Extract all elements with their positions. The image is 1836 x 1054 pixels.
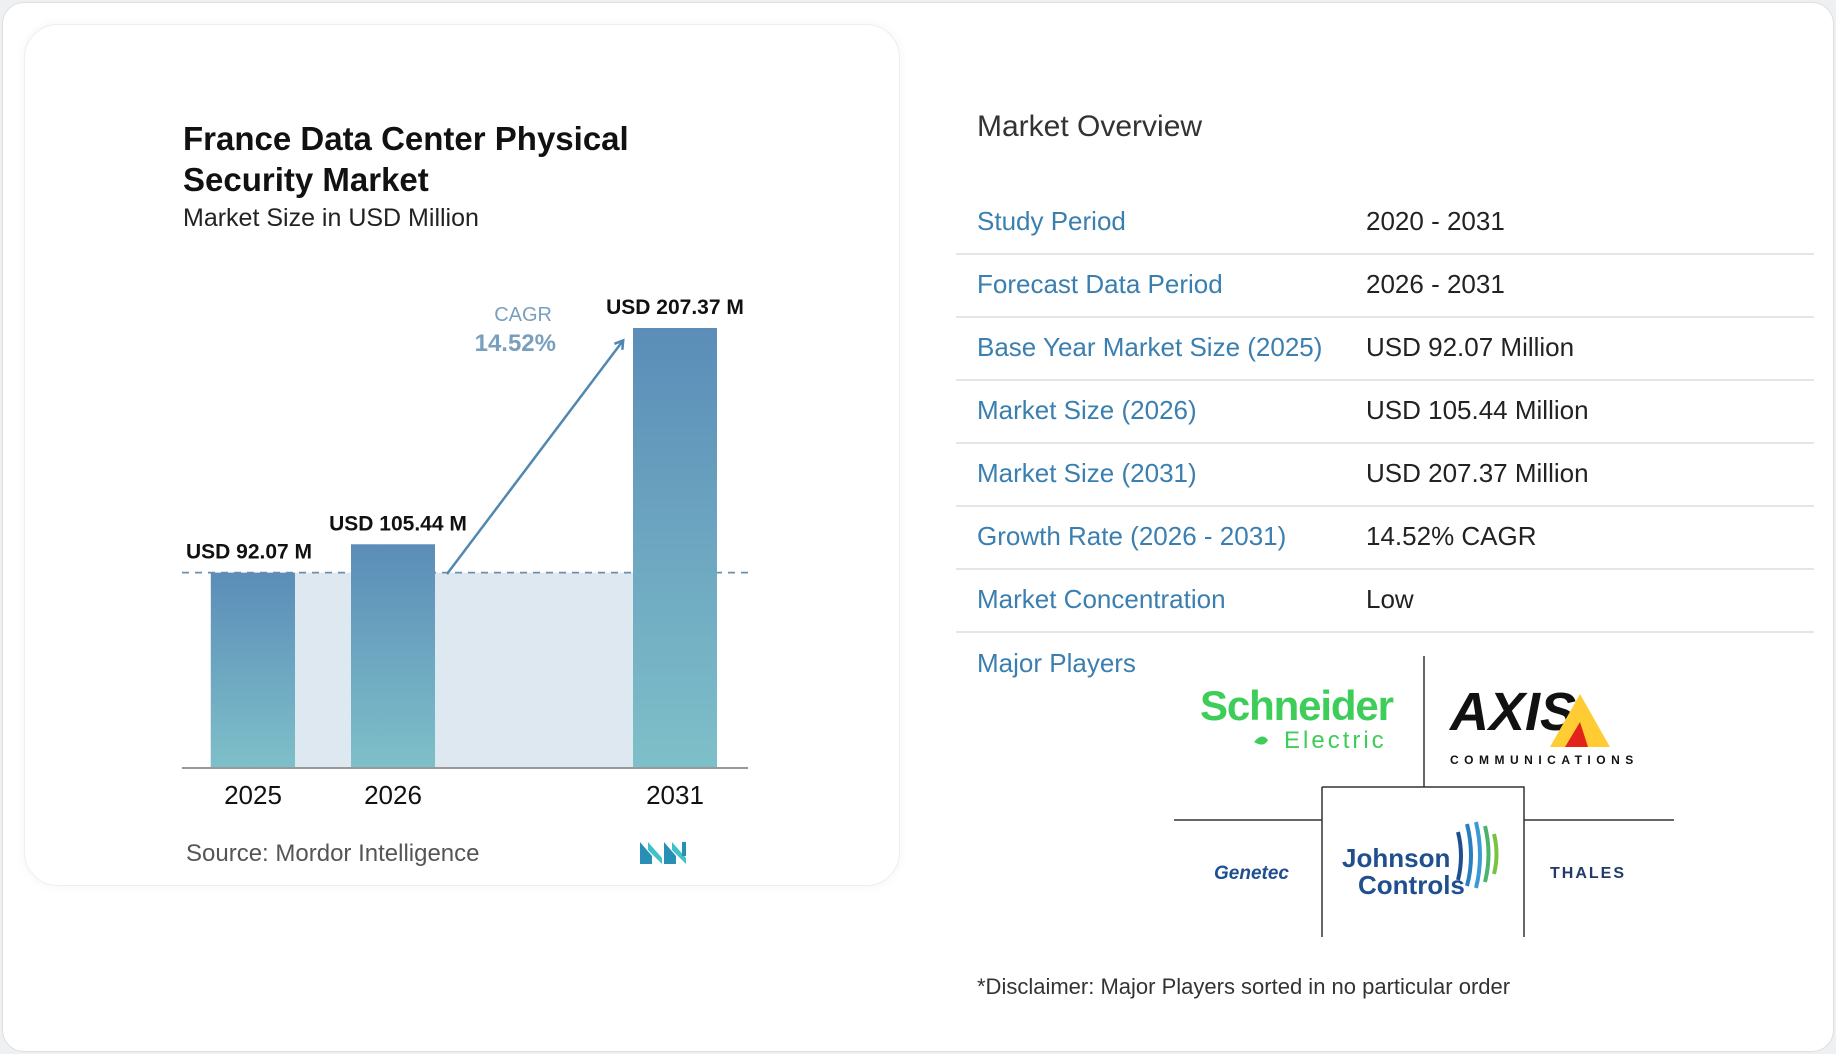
row-value: 2026 - 2031 bbox=[1366, 269, 1505, 299]
overview-row: Market Size (2026) USD 105.44 Million bbox=[956, 381, 1814, 444]
row-label: Market Concentration bbox=[977, 584, 1226, 614]
bar-value-label: USD 92.07 M bbox=[186, 541, 312, 564]
svg-text:Schneider: Schneider bbox=[1200, 682, 1394, 729]
x-tick-label: 2025 bbox=[224, 780, 282, 810]
bar bbox=[211, 572, 295, 768]
x-tick-label: 2026 bbox=[364, 780, 422, 810]
overview-row: Market Concentration Low bbox=[956, 570, 1814, 633]
johnson-wave-icon bbox=[1456, 821, 1499, 889]
overview-row: Growth Rate (2026 - 2031) 14.52% CAGR bbox=[956, 507, 1814, 570]
row-value: 2020 - 2031 bbox=[1366, 206, 1505, 236]
svg-text:COMMUNICATIONS: COMMUNICATIONS bbox=[1450, 753, 1639, 767]
row-label: Market Size (2031) bbox=[977, 458, 1197, 488]
svg-text:AXIS: AXIS bbox=[1448, 682, 1576, 742]
cagr-label: CAGR bbox=[494, 304, 552, 326]
johnson-controls-logo: Johnson Controls bbox=[1342, 821, 1499, 900]
overview-row: Base Year Market Size (2025) USD 92.07 M… bbox=[956, 318, 1814, 381]
chart-title: France Data Center Physical Security Mar… bbox=[183, 120, 629, 198]
row-label: Study Period bbox=[977, 206, 1126, 236]
disclaimer: *Disclaimer: Major Players sorted in no … bbox=[977, 974, 1511, 999]
row-value: USD 207.37 Million bbox=[1366, 458, 1589, 488]
row-label: Forecast Data Period bbox=[977, 269, 1223, 299]
major-players-logos: Schneider Electric AXIS COMMUNICATIONS G… bbox=[1174, 656, 1674, 937]
row-value: USD 105.44 Million bbox=[1366, 395, 1589, 425]
source-text: Source: Mordor Intelligence bbox=[186, 840, 480, 868]
svg-text:Controls: Controls bbox=[1358, 870, 1465, 900]
genetec-logo: Genetec bbox=[1214, 863, 1289, 884]
grid-divider bbox=[1322, 786, 1525, 937]
cagr-arrow bbox=[446, 342, 622, 575]
row-value: USD 92.07 Million bbox=[1366, 332, 1575, 362]
schneider-electric-logo: Schneider Electric bbox=[1200, 682, 1394, 754]
row-value: 14.52% CAGR bbox=[1366, 521, 1537, 551]
bar-value-label: USD 207.37 M bbox=[606, 296, 744, 319]
row-label: Growth Rate (2026 - 2031) bbox=[977, 521, 1287, 551]
chart-subtitle: Market Size in USD Million bbox=[183, 204, 479, 232]
mordor-intelligence-logo bbox=[640, 842, 686, 864]
svg-text:Electric: Electric bbox=[1284, 727, 1387, 754]
thales-logo: THALES bbox=[1550, 865, 1626, 882]
row-value: Low bbox=[1366, 584, 1414, 614]
overview-row: Study Period 2020 - 2031 bbox=[956, 192, 1814, 255]
major-players-label: Major Players bbox=[977, 648, 1136, 678]
axis-communications-logo: AXIS COMMUNICATIONS bbox=[1448, 682, 1639, 767]
row-label: Market Size (2026) bbox=[977, 395, 1197, 425]
overview-table: Study Period 2020 - 2031 Forecast Data P… bbox=[956, 192, 1814, 633]
bar bbox=[633, 328, 717, 768]
overview-row: Forecast Data Period 2026 - 2031 bbox=[956, 255, 1814, 318]
row-label: Base Year Market Size (2025) bbox=[977, 332, 1323, 362]
overview-title: Market Overview bbox=[977, 110, 1203, 143]
cagr-value: 14.52% bbox=[475, 330, 556, 357]
bar-chart: USD 92.07 M 2025 USD 105.44 M 2026 USD 207.3… bbox=[182, 296, 752, 810]
bar bbox=[351, 544, 435, 768]
overview-row: Market Size (2031) USD 207.37 Million bbox=[956, 444, 1814, 507]
x-tick-label: 2031 bbox=[646, 780, 704, 810]
bar-value-label: USD 105.44 M bbox=[329, 512, 467, 535]
source-label: Source: bbox=[186, 840, 269, 867]
source-name: Mordor Intelligence bbox=[275, 840, 480, 867]
svg-text:Johnson: Johnson bbox=[1342, 843, 1450, 873]
axis-triangle-icon bbox=[1550, 694, 1610, 747]
